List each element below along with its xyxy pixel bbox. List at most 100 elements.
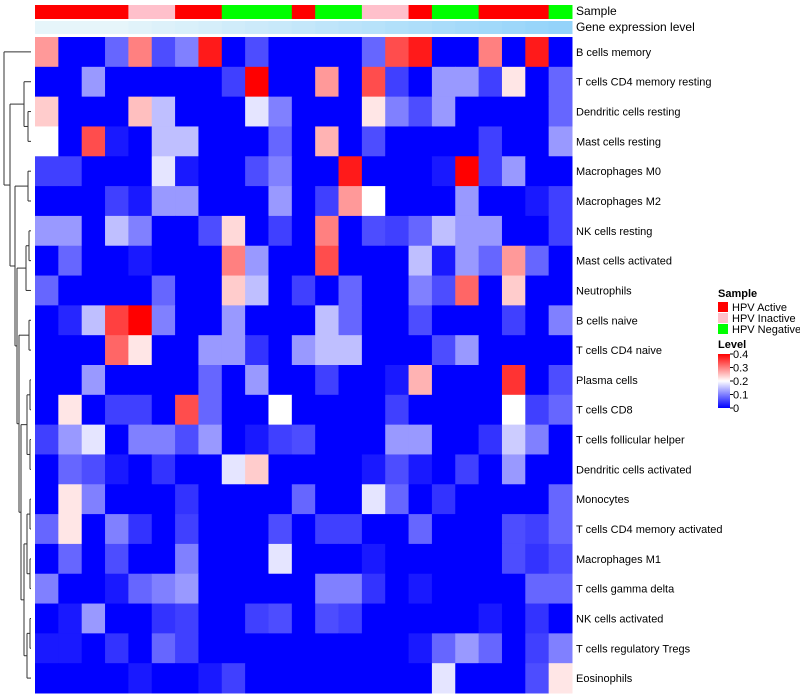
heatmap-cell xyxy=(245,365,269,396)
sample-annotation-cell xyxy=(175,5,199,19)
heatmap-cell xyxy=(431,126,456,157)
heatmap-cell xyxy=(268,663,293,694)
heatmap-cell xyxy=(501,96,526,127)
heatmap-cell xyxy=(315,275,340,306)
heatmap-cell xyxy=(245,484,269,515)
heatmap-cell xyxy=(385,663,410,694)
heatmap-cell xyxy=(385,335,410,366)
heatmap-cell xyxy=(291,633,316,664)
heatmap-cell xyxy=(291,424,316,455)
row-label: T cells gamma delta xyxy=(576,584,675,596)
heatmap-cell xyxy=(385,275,410,306)
row-label: T cells follicular helper xyxy=(576,435,685,447)
heatmap-cell xyxy=(338,335,363,366)
heatmap-cell xyxy=(245,186,269,217)
heatmap-cell xyxy=(291,186,316,217)
heatmap-cell xyxy=(501,245,526,277)
heatmap-cell xyxy=(455,365,480,396)
heatmap-cell xyxy=(455,454,480,485)
heatmap-cell xyxy=(35,275,59,306)
heatmap-cell xyxy=(315,186,340,217)
heatmap-cell xyxy=(198,633,223,664)
row-label: Mast cells activated xyxy=(576,256,672,268)
heatmap-cell xyxy=(268,424,293,455)
heatmap-cell xyxy=(385,484,410,515)
heatmap-cell xyxy=(221,156,246,187)
heatmap-cell xyxy=(431,424,456,455)
heatmap-cell xyxy=(501,335,526,366)
heatmap-cell xyxy=(221,424,246,455)
heatmap-cell xyxy=(501,663,526,694)
heatmap-cell xyxy=(525,514,550,545)
heatmap-cell xyxy=(548,305,573,336)
heatmap-cell xyxy=(35,424,59,455)
heatmap-cell xyxy=(361,215,386,247)
legend-level-colorbar xyxy=(718,354,730,408)
sample-annotation-cell xyxy=(245,5,269,19)
heatmap-cell xyxy=(455,156,480,187)
heatmap-cell xyxy=(268,514,293,545)
heatmap-cell xyxy=(525,66,550,98)
heatmap-cell xyxy=(221,573,246,605)
heatmap-cell xyxy=(245,663,269,694)
heatmap-cell xyxy=(81,365,106,396)
heatmap-cell xyxy=(198,484,223,515)
heatmap-cell xyxy=(548,186,573,217)
heatmap-cell xyxy=(548,335,573,366)
heatmap-cell xyxy=(268,394,293,426)
heatmap-cell xyxy=(128,454,153,485)
heatmap-cell xyxy=(268,603,293,634)
heatmap-cell xyxy=(105,603,129,634)
heatmap-cell xyxy=(315,305,340,336)
heatmap-cell xyxy=(128,484,153,515)
heatmap-cell xyxy=(175,514,199,545)
heatmap-cell xyxy=(128,245,153,277)
heatmap-cell xyxy=(58,96,83,127)
heatmap-cell xyxy=(408,484,433,515)
heatmap-cell xyxy=(361,514,386,545)
heatmap-cell xyxy=(128,394,153,426)
heatmap-cell xyxy=(291,215,316,247)
heatmap-cell xyxy=(455,37,480,68)
sample-annotation-label: Sample xyxy=(576,4,617,18)
heatmap-cell xyxy=(338,186,363,217)
heatmap-cell xyxy=(478,275,503,306)
heatmap-cell xyxy=(35,633,59,664)
heatmap-cell xyxy=(198,37,223,68)
heatmap-cell xyxy=(501,514,526,545)
legend-sample-swatch xyxy=(718,324,728,334)
sample-annotation-cell xyxy=(291,5,316,19)
sample-annotation-cell xyxy=(58,5,83,19)
heatmap-cell xyxy=(385,96,410,127)
heatmap-cell xyxy=(175,275,199,306)
heatmap-cell xyxy=(245,37,269,68)
heatmap-cell xyxy=(221,663,246,694)
heatmap-cell xyxy=(501,156,526,187)
heatmap-cell xyxy=(105,424,129,455)
sample-annotation-cell xyxy=(431,5,456,19)
heatmap-cell xyxy=(408,573,433,605)
heatmap-cell xyxy=(268,633,293,664)
heatmap-cell xyxy=(35,603,59,634)
heatmap-cell xyxy=(501,484,526,515)
heatmap-cell xyxy=(81,573,106,605)
heatmap-cell xyxy=(81,633,106,664)
row-label: NK cells activated xyxy=(576,613,663,625)
legend-level-tick-label: 0.3 xyxy=(733,363,748,375)
heatmap-cell xyxy=(361,305,386,336)
heatmap-cell xyxy=(385,215,410,247)
heatmap-cell xyxy=(58,37,83,68)
heatmap-cell xyxy=(291,156,316,187)
heatmap-cell xyxy=(128,126,153,157)
heatmap-cell xyxy=(525,335,550,366)
legend-level-tick-label: 0.1 xyxy=(733,390,748,402)
heatmap-cell xyxy=(105,484,129,515)
heatmap-cell xyxy=(338,275,363,306)
heatmap-cell xyxy=(525,156,550,187)
heatmap-cell xyxy=(105,186,129,217)
row-label: Plasma cells xyxy=(576,375,638,387)
heatmap-cell xyxy=(478,663,503,694)
row-label: T cells CD4 naive xyxy=(576,345,662,357)
heatmap-cell xyxy=(268,66,293,98)
